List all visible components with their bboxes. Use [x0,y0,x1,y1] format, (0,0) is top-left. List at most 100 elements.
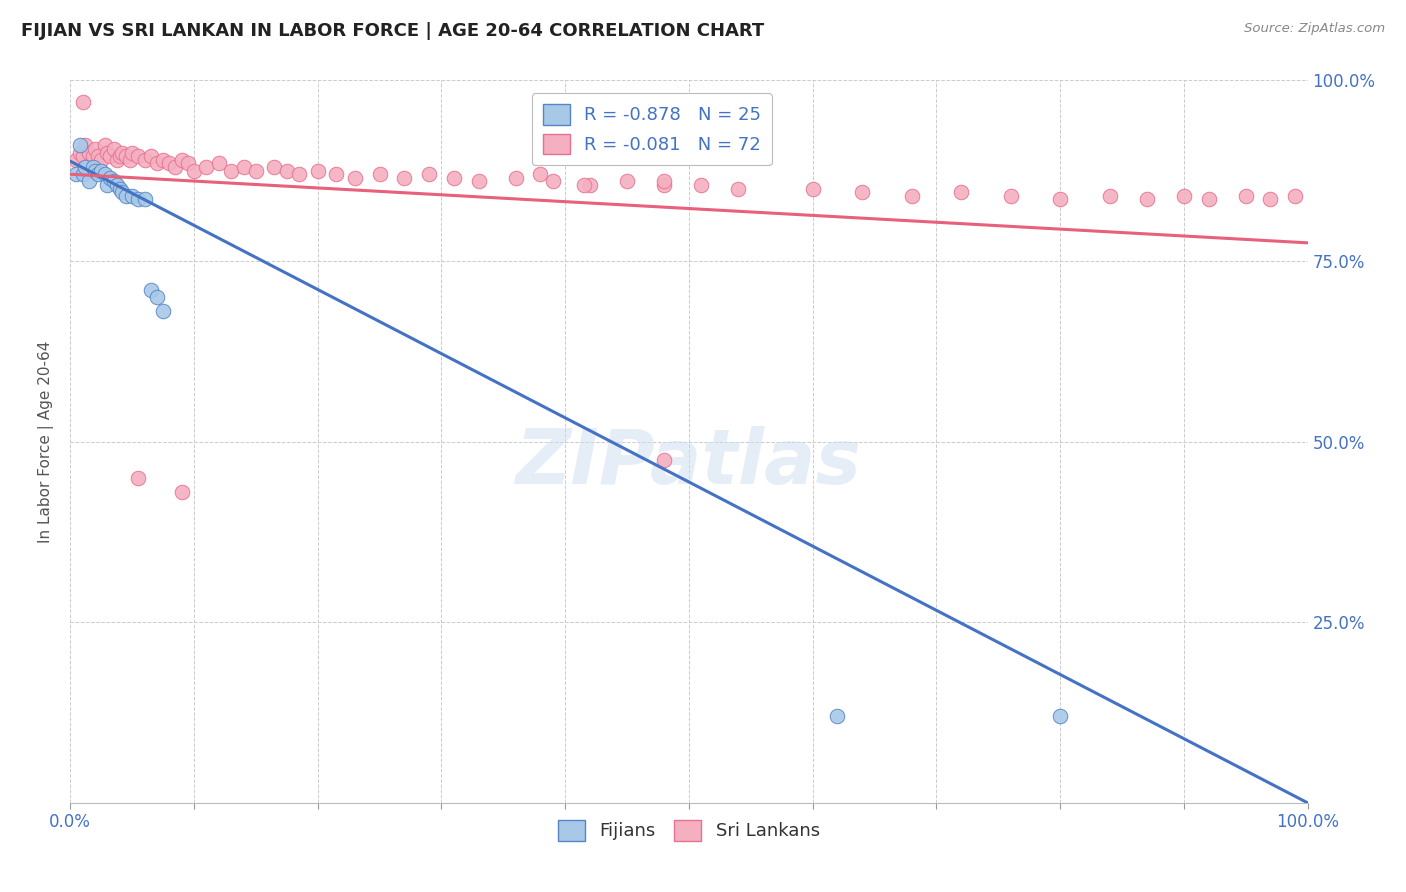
Point [103,142,125,156]
Text: Source: ZipAtlas.com: Source: ZipAtlas.com [1244,22,1385,36]
Point [801,182,824,196]
Point [65,167,87,181]
Point [69,145,91,160]
Point [69,138,91,153]
Point [394,170,416,185]
Point [72,167,94,181]
Point [652,452,675,467]
Point [1198,193,1220,207]
Legend: Fijians, Sri Lankans: Fijians, Sri Lankans [551,813,827,848]
Point [90,163,112,178]
Point [165,160,187,174]
Point [139,149,162,163]
Point [1000,189,1022,203]
Point [90,153,112,167]
Point [111,145,134,160]
Y-axis label: In Labor Force | Age 20-64: In Labor Force | Age 20-64 [38,341,55,542]
Point [851,186,873,200]
Point [368,167,391,181]
Point [94,167,117,181]
Point [343,170,366,185]
Point [94,138,117,153]
Point [1234,189,1257,203]
Point [505,170,527,185]
Point [105,178,128,192]
Point [105,153,128,167]
Point [418,167,440,181]
Point [86,149,108,163]
Point [1173,189,1195,203]
Point [900,189,922,203]
Point [98,149,121,163]
Point [170,485,193,500]
Point [72,95,94,109]
Point [82,149,104,163]
Point [146,156,169,170]
Point [232,160,254,174]
Point [170,153,193,167]
Point [127,193,149,207]
Point [263,160,285,174]
Point [77,174,100,188]
Point [307,163,329,178]
Point [98,170,121,185]
Point [77,145,100,160]
Point [65,153,87,167]
Point [208,156,231,170]
Point [288,167,311,181]
Point [652,178,675,192]
Text: FIJIAN VS SRI LANKAN IN LABOR FORCE | AGE 20-64 CORRELATION CHART: FIJIAN VS SRI LANKAN IN LABOR FORCE | AG… [21,22,765,40]
Point [529,167,551,181]
Point [950,186,973,200]
Point [219,163,242,178]
Point [108,149,131,163]
Point [1098,189,1121,203]
Point [1049,709,1071,723]
Point [134,153,156,167]
Point [325,167,347,181]
Point [183,163,205,178]
Point [118,153,141,167]
Text: ZIPatlas: ZIPatlas [516,426,862,500]
Point [245,163,267,178]
Point [84,142,107,156]
Point [579,178,602,192]
Point [1136,193,1159,207]
Point [827,709,849,723]
Point [1260,193,1282,207]
Point [127,149,149,163]
Point [96,145,118,160]
Point [443,170,465,185]
Point [75,160,97,174]
Point [72,149,94,163]
Point [134,193,156,207]
Point [616,174,638,188]
Point [152,304,174,318]
Point [727,182,749,196]
Point [108,182,131,196]
Point [127,470,149,484]
Point [572,178,595,192]
Point [115,189,138,203]
Point [690,178,713,192]
Point [84,163,107,178]
Point [86,167,108,181]
Point [157,156,180,170]
Point [121,189,143,203]
Point [75,138,97,153]
Point [195,160,218,174]
Point [82,160,104,174]
Point [146,290,169,304]
Point [1284,189,1306,203]
Point [139,283,162,297]
Point [541,174,564,188]
Point [276,163,298,178]
Point [652,174,675,188]
Point [467,174,489,188]
Point [115,149,138,163]
Point [103,174,125,188]
Point [177,156,200,170]
Point [121,145,143,160]
Point [111,186,134,200]
Point [152,153,174,167]
